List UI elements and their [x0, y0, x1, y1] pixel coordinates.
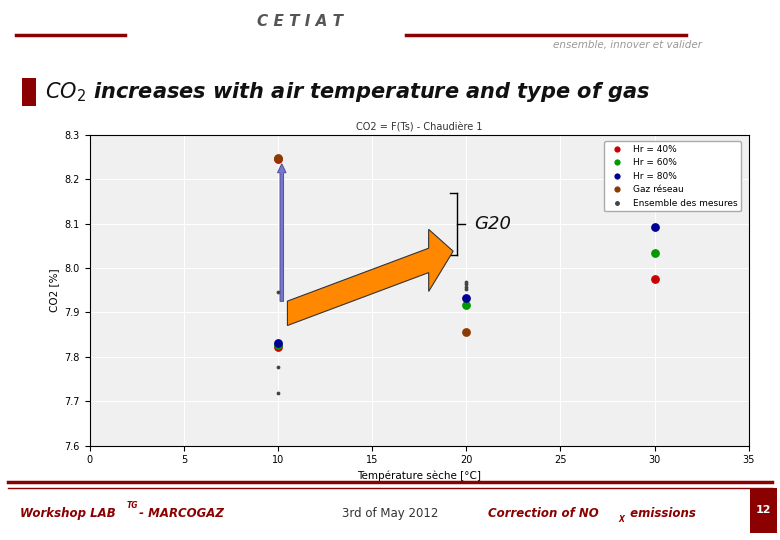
Hr = 60% — [271, 341, 284, 349]
Ensemble des mesures — [460, 280, 473, 289]
Text: emissions: emissions — [626, 508, 697, 521]
Bar — [750, 488, 777, 532]
Hr = 40% — [271, 343, 284, 352]
Text: $CO_2$ increases with air temperature and type of gas: $CO_2$ increases with air temperature an… — [45, 80, 651, 104]
Text: Correction of NO: Correction of NO — [488, 508, 598, 521]
X-axis label: Température sèche [°C]: Température sèche [°C] — [357, 471, 481, 481]
Hr = 40% — [648, 275, 661, 284]
Hr = 40% — [271, 154, 284, 163]
Hr = 60% — [648, 248, 661, 257]
Gaz réseau — [271, 154, 284, 163]
Text: - MARCOGAZ: - MARCOGAZ — [135, 508, 224, 521]
Text: 12: 12 — [756, 505, 771, 515]
Text: TG: TG — [126, 501, 138, 510]
Text: C E T I A T: C E T I A T — [257, 14, 343, 29]
Ensemble des mesures — [271, 389, 284, 397]
Ensemble des mesures — [460, 278, 473, 287]
Bar — [22, 78, 36, 106]
Y-axis label: CO2 [%]: CO2 [%] — [49, 268, 59, 312]
Ensemble des mesures — [460, 285, 473, 294]
Ensemble des mesures — [271, 363, 284, 372]
Ensemble des mesures — [271, 287, 284, 296]
FancyArrow shape — [287, 230, 453, 326]
Hr = 80% — [648, 223, 661, 232]
Title: CO2 = F(Ts) - Chaudière 1: CO2 = F(Ts) - Chaudière 1 — [356, 123, 483, 133]
FancyArrow shape — [278, 164, 286, 301]
Hr = 80% — [460, 294, 473, 302]
Legend: Hr = 40%, Hr = 60%, Hr = 80%, Gaz réseau, Ensemble des mesures: Hr = 40%, Hr = 60%, Hr = 80%, Gaz réseau… — [604, 141, 741, 211]
Text: ensemble, innover et valider: ensemble, innover et valider — [553, 40, 702, 50]
Text: X: X — [619, 515, 625, 524]
Hr = 80% — [271, 338, 284, 347]
Text: 3rd of May 2012: 3rd of May 2012 — [342, 508, 438, 521]
Text: G20: G20 — [474, 215, 511, 233]
Text: Workshop LAB: Workshop LAB — [20, 508, 115, 521]
Ensemble des mesures — [460, 282, 473, 291]
Gaz réseau — [460, 328, 473, 336]
Hr = 60% — [460, 301, 473, 309]
